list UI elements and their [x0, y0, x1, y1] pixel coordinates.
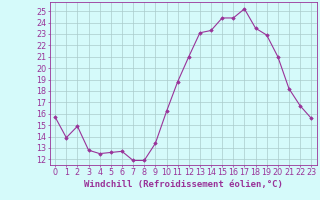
X-axis label: Windchill (Refroidissement éolien,°C): Windchill (Refroidissement éolien,°C) — [84, 180, 283, 189]
